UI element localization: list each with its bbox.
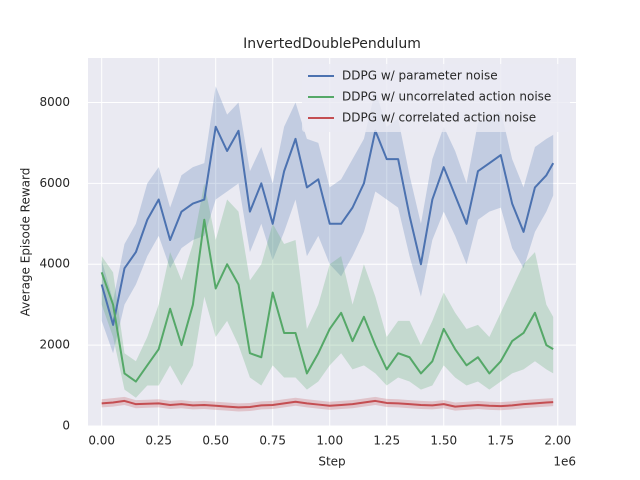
chart-title: InvertedDoublePendulum	[243, 36, 421, 52]
y-tick-label: 6000	[39, 176, 70, 190]
error-band	[101, 183, 554, 398]
error-band	[101, 396, 554, 412]
x-tick-label: 1.00	[316, 434, 343, 448]
y-tick-label: 0	[62, 419, 70, 433]
x-tick-label: 1.75	[487, 434, 514, 448]
line	[100, 218, 554, 383]
legend-label: DDPG w/ uncorrelated action noise	[342, 90, 551, 104]
x-tick-label: 0.75	[259, 434, 286, 448]
x-tick-label: 0.50	[202, 434, 229, 448]
y-axis-label: Average Episode Reward	[19, 168, 33, 317]
legend-label: DDPG w/ parameter noise	[342, 69, 498, 83]
error-band	[101, 86, 554, 354]
legend-frame	[302, 64, 570, 132]
x-tick-label: 1.25	[373, 434, 400, 448]
legend-label: DDPG w/ correlated action noise	[342, 111, 536, 125]
y-tick-label: 2000	[39, 338, 70, 352]
plot	[100, 86, 555, 412]
y-tick-label: 8000	[39, 95, 70, 109]
x-axis-label: Step	[318, 455, 345, 469]
x-tick-label: 0.00	[88, 434, 115, 448]
y-tick-label: 4000	[39, 257, 70, 271]
line	[100, 125, 555, 326]
x-tick-label: 0.25	[145, 434, 172, 448]
legend: DDPG w/ parameter noise DDPG w/ uncorrela…	[302, 64, 570, 132]
x-offset-label: 1e6	[553, 455, 576, 469]
x-tick-label: 2.00	[544, 434, 571, 448]
line	[101, 399, 554, 409]
x-tick-label: 1.50	[430, 434, 457, 448]
